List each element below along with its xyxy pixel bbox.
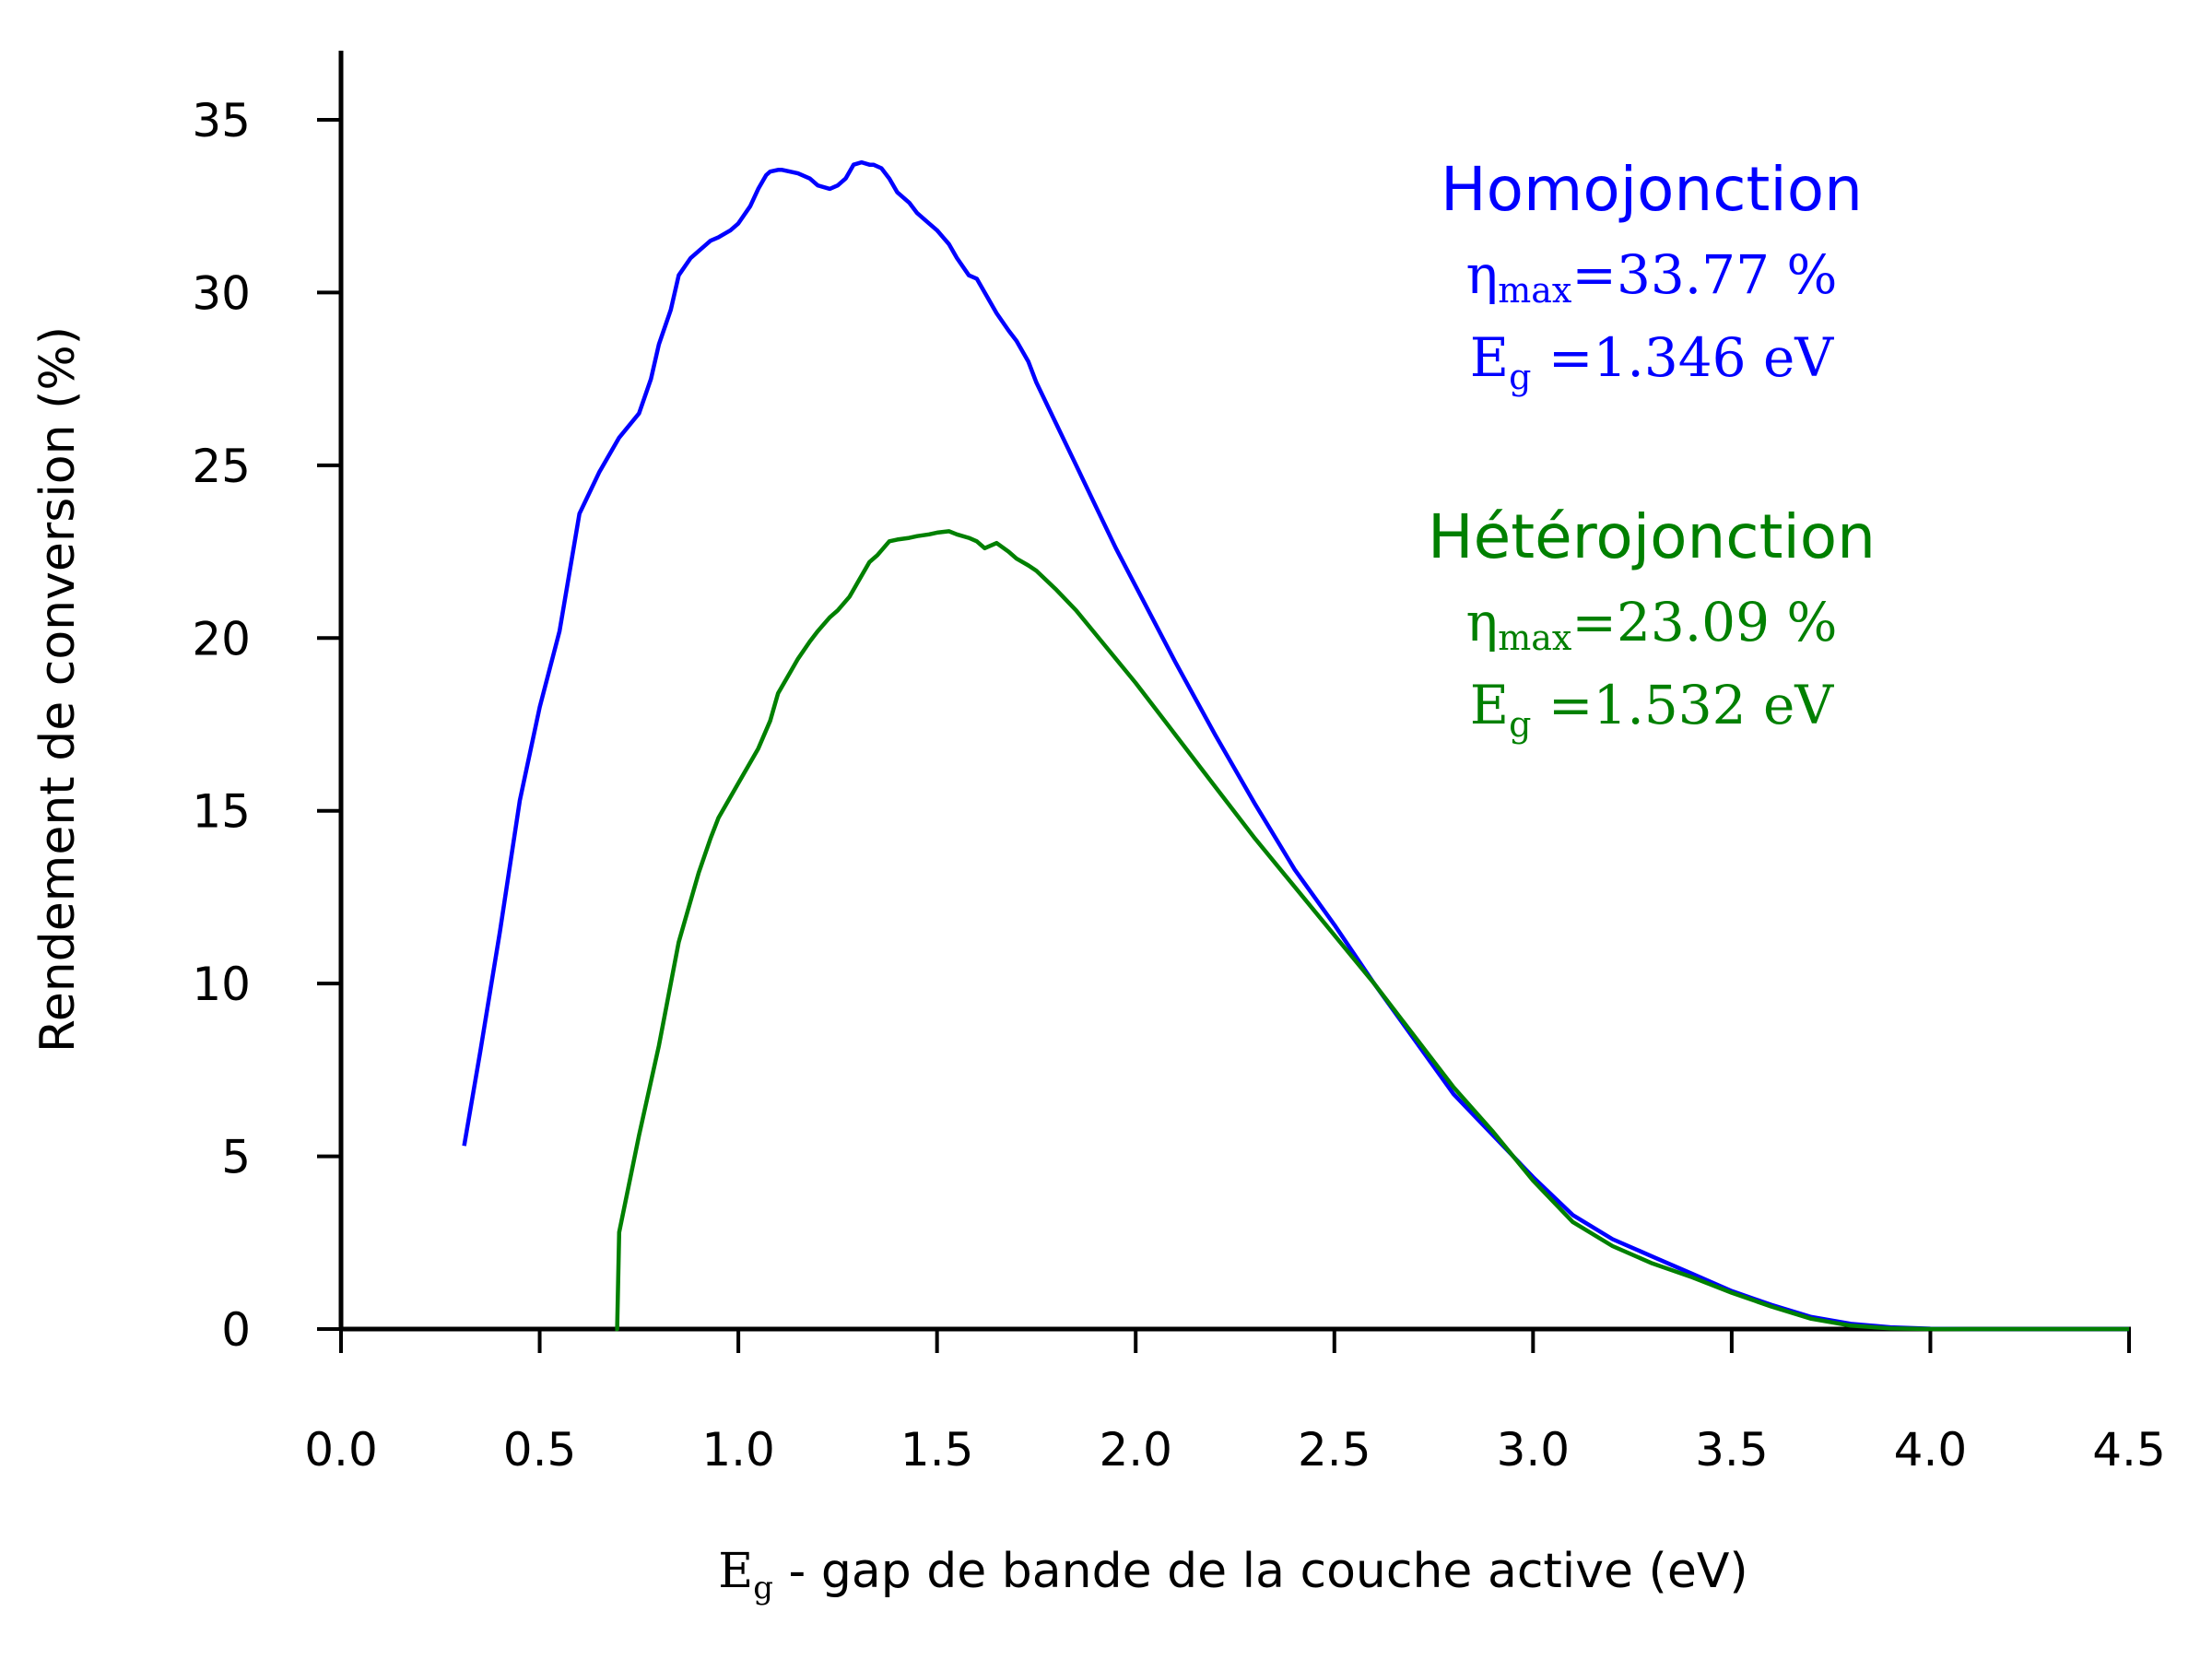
eta-sub: max [1498,270,1571,311]
x-axis-label: Eg - gap de bande de la couche active (e… [718,1544,1747,1606]
x-axis-label-symbol: E [718,1544,753,1599]
axes [338,51,2131,1332]
eg-sub: g [1509,357,1531,397]
eta-value: =33.77 % [1571,243,1837,306]
x-tick-label: 2.0 [1099,1423,1172,1477]
x-tick-label: 1.5 [900,1423,974,1477]
y-tick-label: 20 [192,612,251,665]
eta-sub: max [1498,618,1571,658]
annotation-homojonction-eg: Eg =1.346 eV [1470,326,1835,397]
annotation-heterojonction: Hétérojonction ηmax=23.09 % Eg =1.532 eV [1428,501,1876,745]
eg-sub: g [1509,704,1531,745]
x-tick-label: 3.5 [1695,1423,1769,1477]
eg-value: =1.346 eV [1531,326,1834,389]
x-tick-label: 1.0 [701,1423,775,1477]
x-tick-label: 2.5 [1298,1423,1371,1477]
x-tick-label: 4.0 [1894,1423,1968,1477]
y-axis-label: Rendement de conversion (%) [30,326,86,1053]
y-tick-label: 0 [221,1303,251,1357]
annotation-homojonction-eta: ηmax=33.77 % [1465,243,1837,311]
eta-value: =23.09 % [1571,591,1837,653]
y-tick-label: 5 [221,1131,251,1184]
eta-symbol: η [1465,243,1498,306]
eg-value: =1.532 eV [1531,674,1834,736]
eg-symbol: E [1470,674,1509,736]
y-tick-label: 35 [192,94,251,147]
y-tick-label: 30 [192,266,251,320]
y-tick-label: 25 [192,440,251,493]
x-axis-label-sub: g [753,1570,773,1606]
x-tick-label: 3.0 [1497,1423,1571,1477]
annotation-homojonction: Homojonction ηmax=33.77 % Eg =1.346 eV [1441,154,1863,397]
x-tick-label: 0.0 [304,1423,378,1477]
y-tick-label: 10 [192,958,251,1011]
ticks: 0.0 0.5 1.0 1.5 2.0 2.5 3.0 3.5 4.0 4.5 0 5 10 15 20 25… [192,94,2165,1477]
annotation-heterojonction-title: Hétérojonction [1428,501,1876,572]
series-line-heterojonction [615,529,2129,1332]
series-layer [462,159,2129,1332]
annotation-homojonction-title: Homojonction [1441,154,1863,225]
eta-symbol: η [1465,591,1498,653]
annotation-heterojonction-eg: Eg =1.532 eV [1470,674,1835,745]
eg-symbol: E [1470,326,1509,389]
x-axis-label-rest: - gap de bande de la couche active (eV) [773,1544,1748,1599]
x-tick-label: 0.5 [503,1423,577,1477]
annotation-heterojonction-eta: ηmax=23.09 % [1465,591,1837,658]
y-tick-label: 15 [192,785,251,839]
series-line-homojonction [462,159,2129,1332]
x-tick-label: 4.5 [2092,1423,2166,1477]
